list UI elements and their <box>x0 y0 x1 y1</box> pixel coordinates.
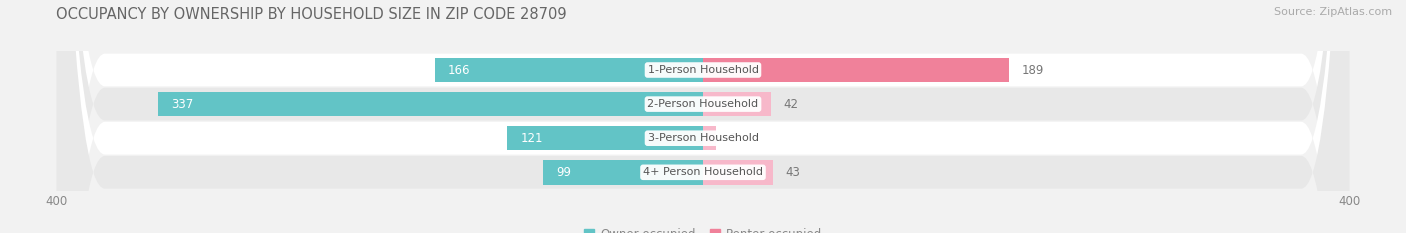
Text: OCCUPANCY BY OWNERSHIP BY HOUSEHOLD SIZE IN ZIP CODE 28709: OCCUPANCY BY OWNERSHIP BY HOUSEHOLD SIZE… <box>56 7 567 22</box>
Bar <box>543 160 703 185</box>
Text: Source: ZipAtlas.com: Source: ZipAtlas.com <box>1274 7 1392 17</box>
Text: 166: 166 <box>447 64 470 76</box>
Text: 99: 99 <box>555 166 571 179</box>
Text: 42: 42 <box>785 98 799 111</box>
Bar <box>508 126 703 151</box>
FancyBboxPatch shape <box>56 0 1350 233</box>
Bar <box>703 92 770 116</box>
Text: 4+ Person Household: 4+ Person Household <box>643 167 763 177</box>
Text: 1-Person Household: 1-Person Household <box>648 65 758 75</box>
Bar <box>157 92 703 116</box>
Text: 43: 43 <box>786 166 800 179</box>
Bar <box>703 58 1008 82</box>
FancyBboxPatch shape <box>56 0 1350 233</box>
Text: 8: 8 <box>728 132 737 145</box>
FancyBboxPatch shape <box>56 0 1350 233</box>
FancyBboxPatch shape <box>56 0 1350 233</box>
Text: 189: 189 <box>1022 64 1043 76</box>
Text: 2-Person Household: 2-Person Household <box>647 99 759 109</box>
Legend: Owner-occupied, Renter-occupied: Owner-occupied, Renter-occupied <box>583 228 823 233</box>
Bar <box>434 58 703 82</box>
Bar <box>703 126 716 151</box>
Bar <box>703 160 772 185</box>
Text: 121: 121 <box>520 132 543 145</box>
Text: 3-Person Household: 3-Person Household <box>648 133 758 143</box>
Text: 337: 337 <box>172 98 193 111</box>
